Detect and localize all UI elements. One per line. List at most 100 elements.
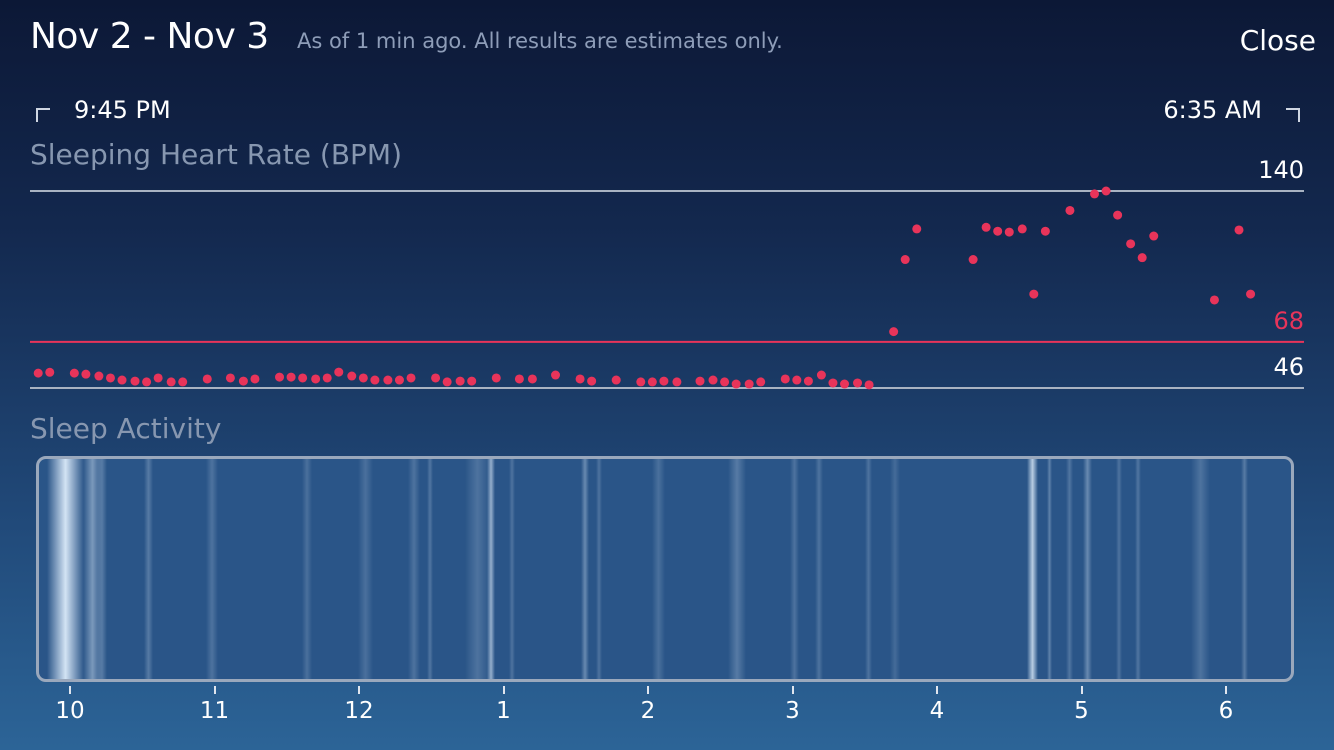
heart-rate-point [1065,205,1075,215]
range-start-bracket-icon [36,108,50,122]
sleep-activity-stripe [427,459,434,679]
sleep-activity-stripe [815,459,823,679]
heart-rate-point [1029,289,1039,299]
hour-label: 10 [55,698,85,724]
sleep-activity-stripe [596,459,603,679]
heart-rate-point [142,377,152,387]
sleep-activity-stripe [487,459,495,679]
heart-rate-point [1234,225,1244,235]
heart-rate-point [238,376,248,386]
range-start: 9:45 PM [36,96,171,124]
heart-rate-points [33,186,1256,390]
heart-rate-point [792,375,802,385]
heart-rate-point [968,255,978,265]
sleep-activity-stripe [1026,459,1039,679]
sleep-activity-stripe [508,459,515,679]
heart-rate-point [708,375,718,385]
heart-rate-point [720,377,730,387]
heart-rate-point [202,374,212,384]
heart-rate-point [431,373,441,383]
range-end-time: 6:35 AM [1163,96,1262,124]
heart-rate-point [551,370,561,380]
heart-rate-point [105,373,115,383]
hour-tick [213,686,216,694]
heart-rate-point [575,374,585,384]
sleep-activity-stripe [464,459,490,679]
heart-rate-point [659,376,669,386]
heart-rate-point [780,374,790,384]
heart-rate-point [491,373,501,383]
hour-label: 5 [1074,698,1089,724]
heart-rate-point [756,377,766,387]
sleep-activity-stripe [1065,459,1074,679]
heart-rate-point [1209,295,1219,305]
heart-rate-point [1149,231,1159,241]
heart-rate-point [370,375,380,385]
hour-tick [1080,686,1083,694]
heart-rate-point [1040,226,1050,236]
heart-rate-point [853,378,863,388]
heart-rate-point [1004,227,1014,237]
heart-rate-point [322,373,332,383]
sleep-activity-section-title: Sleep Activity [30,412,222,445]
sleep-activity-stripe [46,459,85,679]
hour-label: 3 [785,698,800,724]
heart-rate-point [358,373,368,383]
heart-rate-point [33,368,43,378]
sleep-activity-stripe [408,459,420,679]
heart-rate-point [900,255,910,265]
heart-rate-point [45,367,55,377]
heart-rate-point [1126,239,1136,249]
sleep-activity-stripe [1115,459,1122,679]
heart-rate-point [1113,210,1123,220]
sleep-activity-stripe [581,459,589,679]
heart-rate-point [672,377,682,387]
heart-rate-point [889,327,899,337]
close-button[interactable]: Close [1239,24,1316,57]
heart-rate-point [864,380,874,390]
hour-label: 1 [496,698,511,724]
hour-tick [791,686,794,694]
sleep-activity-stripe [865,459,872,679]
hour-tick [936,686,938,694]
status-subtitle: As of 1 min ago. All results are estimat… [297,29,783,53]
heart-rate-point [347,371,357,381]
sleep-activity-stripe [790,459,799,679]
hour-label: 12 [344,698,374,724]
heart-rate-point [803,376,813,386]
sleep-activity-stripe [82,459,102,679]
heart-rate-point [1017,224,1027,234]
sleep-activity-stripe [890,459,901,679]
heart-rate-point [647,377,657,387]
hour-tick [69,686,71,694]
heart-rate-point [166,377,176,387]
sleep-activity-stripe [358,459,374,679]
heart-rate-point [130,376,140,386]
heart-rate-point [731,379,741,389]
heart-rate-point [383,375,393,385]
heart-rate-point [1246,289,1256,299]
heart-rate-point [286,372,296,382]
max-value-label: 140 [1258,156,1304,184]
heart-rate-point [250,374,260,384]
hour-tick [647,686,649,694]
range-end-bracket-icon [1286,108,1300,122]
heart-rate-point [442,377,452,387]
sleep-activity-stripe [301,459,312,679]
heart-rate-point [1101,186,1111,196]
average-value-label: 68 [1273,307,1304,335]
hour-label: 4 [929,698,945,724]
heart-rate-point [912,224,922,234]
heart-rate-point [981,222,991,232]
heart-rate-point [695,376,705,386]
sleep-activity-stripe [652,459,665,679]
sleep-activity-stripes [39,459,1291,679]
heart-rate-point [455,376,465,386]
heart-rate-point [993,226,1003,236]
sleep-activity-stripe [1046,459,1052,679]
sleep-activity-stripe [96,459,107,679]
heart-rate-point [394,375,404,385]
heart-rate-point [514,374,524,384]
heart-rate-point [611,375,621,385]
heart-rate-point [636,377,646,387]
